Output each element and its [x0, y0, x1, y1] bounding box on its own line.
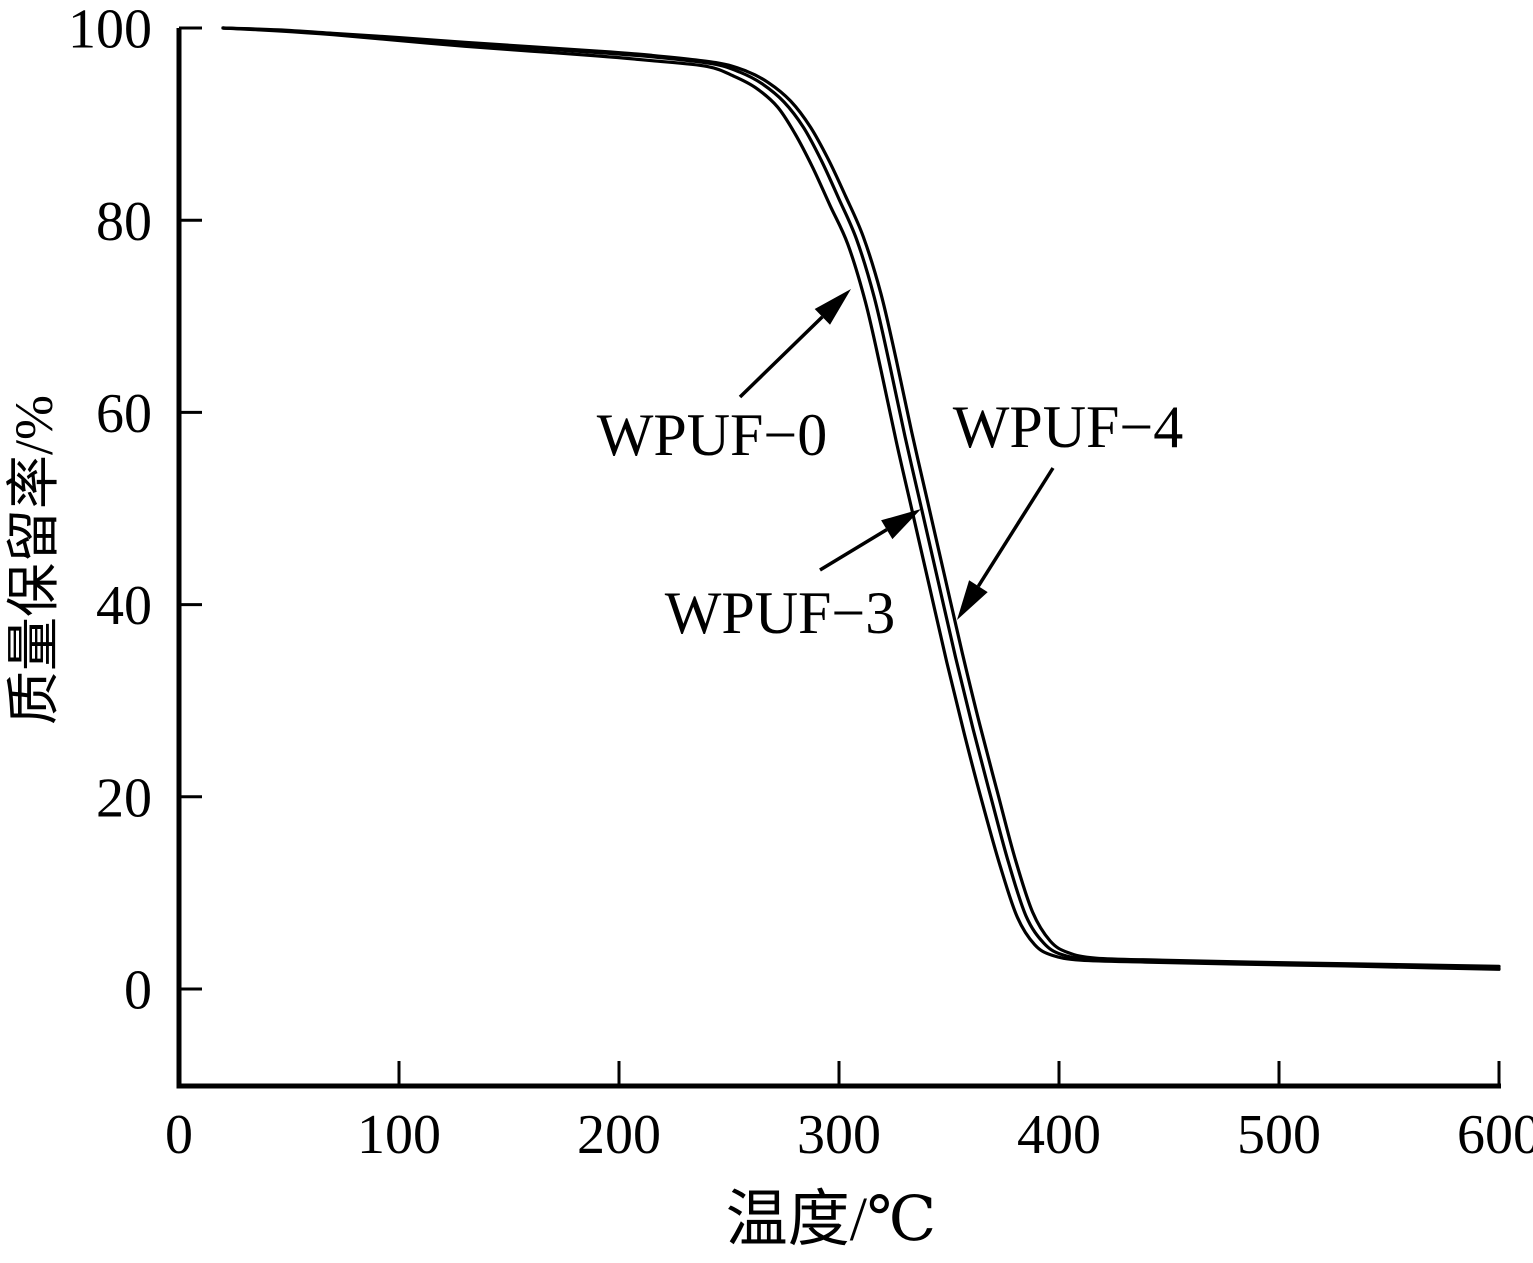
x-tick-label: 500 — [1237, 1104, 1321, 1166]
y-tick-label: 40 — [96, 575, 152, 637]
wpuf-0-arrow-line — [738, 315, 824, 399]
x-tick-label: 200 — [577, 1104, 661, 1166]
curve-label-wpuf-4: WPUF−4 — [953, 394, 1184, 460]
x-axis-title: 温度/℃ — [726, 1186, 937, 1254]
y-tick-label: 60 — [96, 383, 152, 445]
axis-ticks — [179, 26, 1501, 1086]
curves — [221, 26, 1501, 971]
x-tick-label: 400 — [1017, 1104, 1101, 1166]
curve-wpuf-4 — [221, 26, 1501, 968]
curve-label-wpuf-0: WPUF−0 — [597, 402, 828, 468]
y-tick-label: 100 — [68, 0, 152, 61]
curve-wpuf-3 — [221, 26, 1501, 970]
y-axis-title: 质量保留率/% — [4, 395, 64, 725]
x-tick-label: 100 — [357, 1104, 441, 1166]
wpuf-3-arrow-line — [819, 528, 888, 572]
y-tick-label: 20 — [96, 767, 152, 829]
annotation-arrows — [738, 289, 1055, 620]
y-tick-label: 0 — [124, 960, 152, 1022]
curve-label-wpuf-3: WPUF−3 — [665, 580, 896, 646]
curve-wpuf-0 — [221, 26, 1501, 971]
y-tick-label: 80 — [96, 191, 152, 253]
axis-tick-labels: 0 20 40 60 80 100 0 100 200 300 400 500 600 — [68, 0, 1533, 1166]
x-tick-label: 600 — [1457, 1104, 1533, 1166]
wpuf-3-arrow-head — [881, 509, 921, 540]
wpuf-0-arrow-head — [814, 289, 851, 325]
x-tick-label: 300 — [797, 1104, 881, 1166]
wpuf-4-arrow-head — [957, 580, 988, 620]
x-tick-label: 0 — [165, 1104, 193, 1166]
wpuf-4-arrow-line — [976, 467, 1055, 588]
